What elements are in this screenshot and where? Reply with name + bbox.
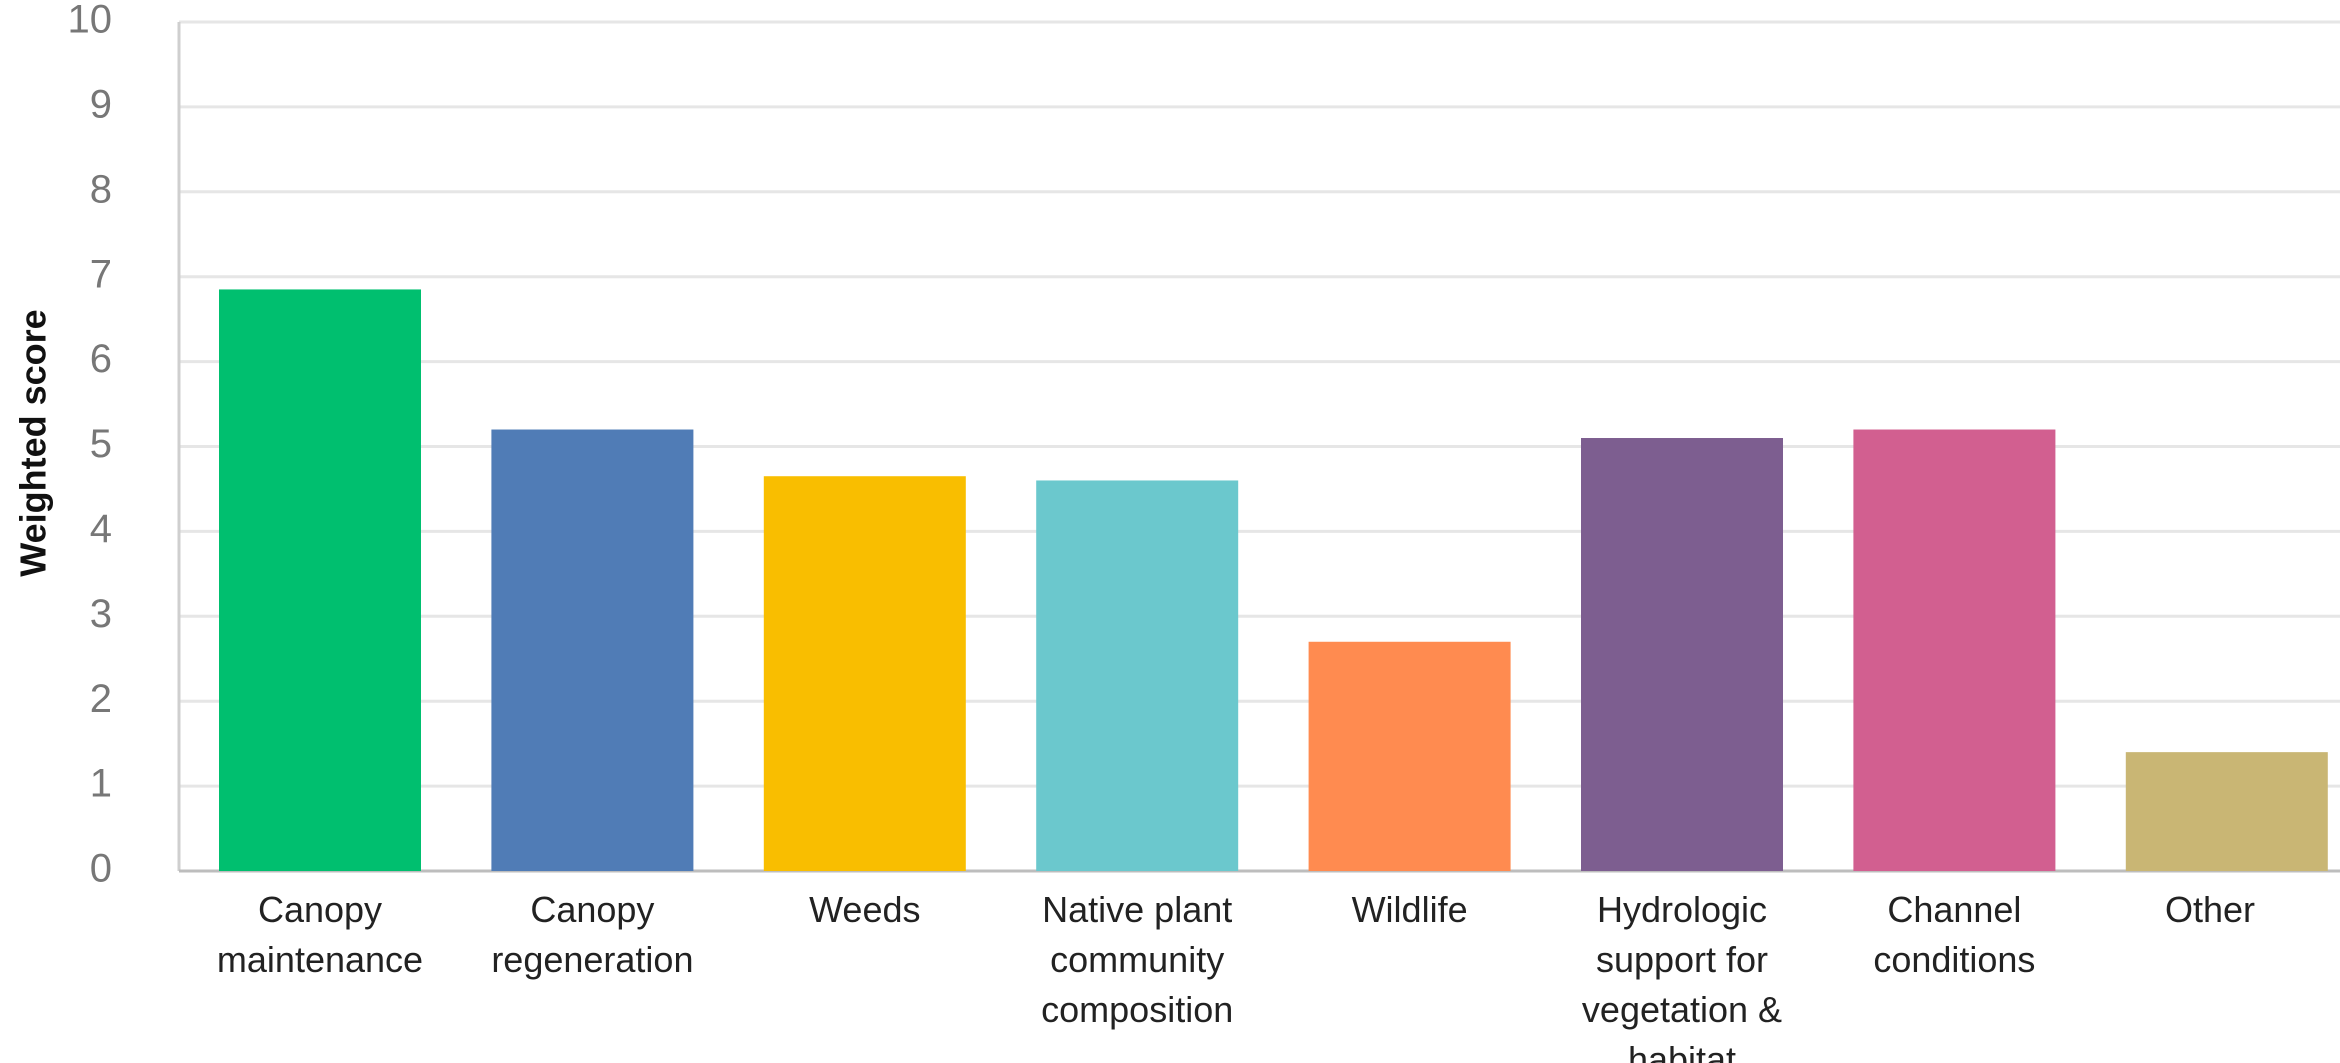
x-tick-label: Wildlife bbox=[1351, 889, 1468, 930]
y-tick-label: 0 bbox=[90, 847, 112, 891]
bar bbox=[491, 429, 694, 871]
y-tick-label: 10 bbox=[68, 0, 113, 42]
y-tick-label: 5 bbox=[90, 422, 112, 466]
x-tick-label: Canopy regeneration bbox=[491, 889, 694, 980]
y-tick-label: 6 bbox=[90, 337, 112, 381]
y-tick-label: 1 bbox=[90, 762, 112, 806]
y-tick-label: 2 bbox=[90, 677, 112, 721]
bar bbox=[219, 289, 421, 871]
y-tick-label: 8 bbox=[90, 167, 112, 211]
x-tick-label: Weeds bbox=[809, 889, 921, 930]
y-tick-label: 9 bbox=[90, 82, 112, 126]
x-tick-label: Native plant community composition bbox=[1041, 889, 1234, 1030]
bar bbox=[1853, 429, 2056, 871]
bar bbox=[2125, 752, 2328, 871]
bar bbox=[763, 476, 966, 871]
y-axis-title: Weighted score bbox=[13, 309, 54, 576]
x-tick-label: Hydrologic support for vegetation & habi… bbox=[1581, 889, 1783, 1063]
bar bbox=[1036, 480, 1239, 871]
bar bbox=[1581, 438, 1783, 871]
x-tick-label: Channel conditions bbox=[1873, 889, 2036, 980]
x-tick-label: Other bbox=[2164, 889, 2256, 930]
x-tick-label: Canopy maintenance bbox=[216, 889, 424, 980]
y-tick-label: 7 bbox=[90, 252, 112, 296]
bar bbox=[1308, 641, 1511, 871]
y-tick-label: 4 bbox=[90, 507, 112, 551]
y-tick-label: 3 bbox=[90, 592, 112, 636]
